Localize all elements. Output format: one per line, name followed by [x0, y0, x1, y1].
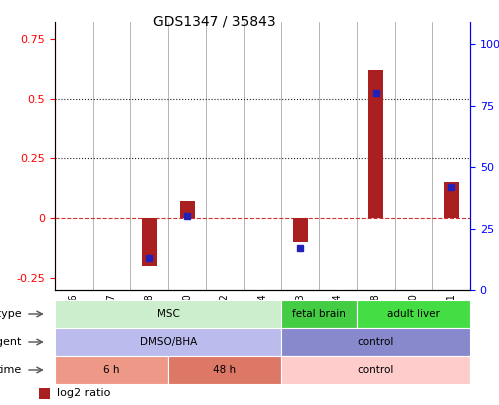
Bar	[180, 201, 195, 218]
Bar	[368, 70, 383, 218]
Bar	[281, 356, 470, 384]
Text: log2 ratio: log2 ratio	[57, 388, 111, 398]
Text: 48 h: 48 h	[213, 365, 237, 375]
Bar	[142, 218, 157, 266]
Bar	[357, 300, 470, 328]
Bar	[293, 218, 308, 242]
Text: time: time	[0, 365, 22, 375]
Text: DMSO/BHA: DMSO/BHA	[140, 337, 197, 347]
Text: control: control	[357, 365, 394, 375]
Bar	[39, 386, 50, 399]
Bar	[281, 328, 470, 356]
Text: fetal brain: fetal brain	[292, 309, 346, 319]
Bar	[168, 356, 281, 384]
Bar	[55, 328, 281, 356]
Bar	[55, 300, 281, 328]
Text: cell type: cell type	[0, 309, 22, 319]
Text: adult liver: adult liver	[387, 309, 440, 319]
Bar	[281, 300, 357, 328]
Text: MSC: MSC	[157, 309, 180, 319]
Text: control: control	[357, 337, 394, 347]
Bar	[444, 182, 459, 218]
Text: 6 h: 6 h	[103, 365, 120, 375]
Text: agent: agent	[0, 337, 22, 347]
Text: GDS1347 / 35843: GDS1347 / 35843	[153, 14, 276, 28]
Bar	[55, 356, 168, 384]
